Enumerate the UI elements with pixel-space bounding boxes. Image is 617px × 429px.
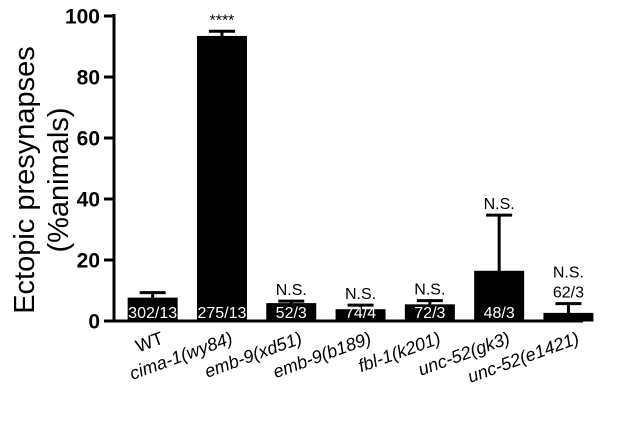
y-axis-title: Ectopic presynapses (%animals)	[9, 46, 75, 314]
y-tick-label: 60	[77, 128, 100, 151]
y-tick-label: 40	[77, 189, 100, 212]
bar	[196, 35, 247, 322]
significance-label: N.S.	[276, 282, 307, 299]
count-label: 62/3	[553, 285, 584, 302]
count-label: 48/3	[484, 305, 515, 322]
plot-area: 020406080100302/13WT****275/13cima-1(wy8…	[65, 6, 594, 387]
y-tick-label: 80	[77, 67, 100, 90]
bar	[474, 270, 525, 322]
y-tick-label: 100	[65, 6, 100, 29]
significance-label: N.S.	[484, 196, 515, 213]
significance-label: N.S.	[414, 282, 445, 299]
y-axis-title-line2: (%animals)	[43, 107, 75, 252]
count-label: 72/3	[414, 305, 445, 322]
bar	[543, 312, 594, 322]
y-tick-label: 0	[88, 311, 100, 334]
count-label: 74/4	[345, 305, 376, 322]
y-axis-title-line1: Ectopic presynapses	[9, 46, 41, 314]
significance-label: N.S.	[553, 265, 584, 282]
count-label: 52/3	[276, 305, 307, 322]
count-label: 302/13	[128, 305, 177, 322]
significance-label: ****	[209, 12, 234, 29]
y-tick-label: 20	[77, 250, 100, 273]
count-label: 275/13	[197, 305, 246, 322]
significance-label: N.S.	[345, 286, 376, 303]
